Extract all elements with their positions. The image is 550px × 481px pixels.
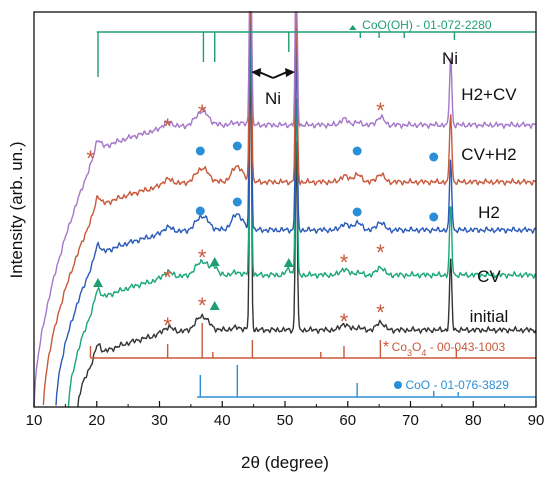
ref-label-cooh: CoO(OH) - 01-072-2280 [362,18,492,32]
triangle-marker [283,258,294,267]
star-marker: * [86,146,95,171]
ref-marker-circle [393,381,402,389]
x-tick-label-80: 80 [465,412,482,429]
x-tick-label-60: 60 [339,412,356,429]
ref-label-part: Co [392,340,408,354]
y-axis-title: Intensity (arb. un.) [7,141,26,278]
x-axis-ticks: 10 20 30 40 50 60 70 80 90 [26,401,545,429]
circle-marker [195,206,205,216]
star-marker: * [163,313,172,338]
x-tick-label-40: 40 [214,412,231,429]
ref-label-part: 4 [421,348,426,358]
triangle-marker [209,301,220,310]
series-label-h2: H2 [478,203,500,222]
x-axis-title: 2θ (degree) [241,453,329,472]
series-line-cv [67,11,537,407]
circle-marker [232,197,242,207]
star-marker: * [340,309,349,334]
ref-label-co3o4: Co3O4 - 00-043-1003 [392,340,506,358]
series-label-h2-cv: H2+CV [461,85,517,104]
series-group: initial CV H2 CV+H2 H2+CV [33,11,537,408]
ni-label: Ni [265,89,281,108]
ref-label-part: - 00-043-1003 [426,340,505,354]
series-line-h2-cv [33,11,536,408]
star-marker: * [376,300,385,325]
reference-patterns: CoO(OH) - 01-072-2280 Co3O4 - 00-043-1003… [89,18,536,398]
series-line-initial [77,29,537,407]
series-label-cv: CV [477,267,501,286]
star-marker: * [198,100,207,125]
triangle-marker [93,278,104,287]
triangle-marker [209,257,220,266]
ref-marker-triangle [349,25,357,30]
star-marker: * [376,98,385,123]
star-marker: * [198,245,207,270]
ref-label-coo: CoO - 01-076-3829 [405,378,509,392]
star-marker: * [163,114,172,139]
x-tick-label-90: 90 [528,412,545,429]
x-tick-label-30: 30 [151,412,168,429]
ni-annotation: Ni Ni [251,49,458,108]
star-marker: * [163,265,172,290]
ni-label-top: Ni [442,49,458,68]
star-marker: * [198,293,207,318]
circle-marker [232,141,242,151]
star-marker: * [340,250,349,275]
circle-marker [429,212,439,222]
peak-markers: * * * * * * * * * * * * [86,98,439,338]
series-label-initial: initial [470,307,509,326]
circle-marker [195,146,205,156]
series-line-cv-h2 [42,11,537,406]
circle-marker [352,207,362,217]
ref-label-part: 3 [407,348,412,358]
star-marker: * [376,240,385,265]
x-tick-label-50: 50 [277,412,294,429]
x-tick-label-10: 10 [26,412,43,429]
circle-marker [429,152,439,162]
series-label-cv-h2: CV+H2 [461,145,516,164]
circle-marker [352,146,362,156]
x-tick-label-20: 20 [88,412,105,429]
ref-label-part: O [412,340,421,354]
ref-marker-star: * [383,339,389,356]
x-tick-label-70: 70 [402,412,419,429]
